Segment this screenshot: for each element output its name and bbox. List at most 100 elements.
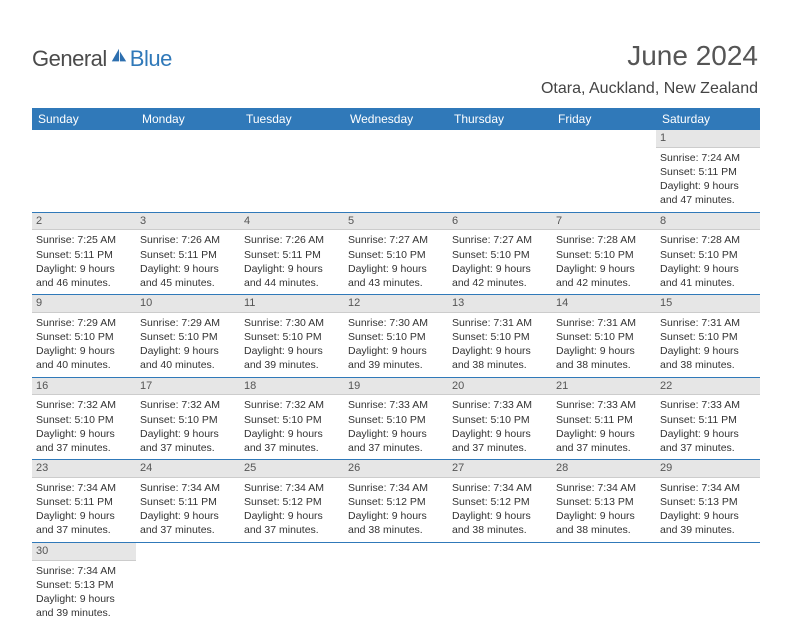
calendar-cell: 11Sunrise: 7:30 AMSunset: 5:10 PMDayligh… — [240, 295, 344, 378]
cell-line: Daylight: 9 hours — [244, 262, 340, 276]
cell-line: Sunrise: 7:34 AM — [452, 481, 548, 495]
day-header: Monday — [136, 108, 240, 130]
cell-line: and 37 minutes. — [140, 523, 236, 537]
cell-line: Sunrise: 7:34 AM — [348, 481, 444, 495]
cell-line: and 46 minutes. — [36, 276, 132, 290]
cell-line: and 38 minutes. — [556, 358, 652, 372]
cell-line: Daylight: 9 hours — [244, 427, 340, 441]
cell-line: Daylight: 9 hours — [660, 427, 756, 441]
cell-line: Sunrise: 7:34 AM — [556, 481, 652, 495]
calendar-cell: 21Sunrise: 7:33 AMSunset: 5:11 PMDayligh… — [552, 377, 656, 460]
day-number: 27 — [448, 460, 552, 478]
calendar-cell — [552, 130, 656, 212]
cell-line: Daylight: 9 hours — [452, 262, 548, 276]
calendar-week-row: 1Sunrise: 7:24 AMSunset: 5:11 PMDaylight… — [32, 130, 760, 212]
cell-line: Daylight: 9 hours — [660, 179, 756, 193]
cell-line: Sunrise: 7:31 AM — [556, 316, 652, 330]
calendar-week-row: 23Sunrise: 7:34 AMSunset: 5:11 PMDayligh… — [32, 460, 760, 543]
day-number: 21 — [552, 378, 656, 396]
cell-line: Daylight: 9 hours — [140, 427, 236, 441]
day-header-row: Sunday Monday Tuesday Wednesday Thursday… — [32, 108, 760, 130]
cell-line: Daylight: 9 hours — [36, 509, 132, 523]
day-number: 1 — [656, 130, 760, 148]
cell-line: Sunset: 5:10 PM — [556, 248, 652, 262]
calendar-cell: 5Sunrise: 7:27 AMSunset: 5:10 PMDaylight… — [344, 212, 448, 295]
cell-line: Daylight: 9 hours — [348, 509, 444, 523]
cell-line: Daylight: 9 hours — [556, 344, 652, 358]
cell-line: Sunset: 5:10 PM — [348, 330, 444, 344]
day-number: 3 — [136, 213, 240, 231]
cell-line: Sunrise: 7:32 AM — [244, 398, 340, 412]
cell-line: and 39 minutes. — [660, 523, 756, 537]
day-number: 28 — [552, 460, 656, 478]
cell-line: Sunrise: 7:30 AM — [348, 316, 444, 330]
cell-line: Daylight: 9 hours — [660, 509, 756, 523]
cell-line: and 40 minutes. — [36, 358, 132, 372]
day-header: Thursday — [448, 108, 552, 130]
calendar-cell: 3Sunrise: 7:26 AMSunset: 5:11 PMDaylight… — [136, 212, 240, 295]
cell-line: Daylight: 9 hours — [556, 427, 652, 441]
cell-line: Sunrise: 7:33 AM — [660, 398, 756, 412]
calendar-cell: 6Sunrise: 7:27 AMSunset: 5:10 PMDaylight… — [448, 212, 552, 295]
day-number: 15 — [656, 295, 760, 313]
cell-line: Sunrise: 7:34 AM — [660, 481, 756, 495]
day-number: 10 — [136, 295, 240, 313]
location-text: Otara, Auckland, New Zealand — [541, 80, 758, 98]
day-number: 20 — [448, 378, 552, 396]
cell-line: Sunrise: 7:33 AM — [452, 398, 548, 412]
day-number: 30 — [32, 543, 136, 561]
calendar-cell: 28 Sunrise: 7:34 AMSunset: 5:13 PMDayligh… — [552, 460, 656, 543]
cell-line: and 42 minutes. — [556, 276, 652, 290]
cell-line: Sunrise: 7:31 AM — [452, 316, 548, 330]
cell-line: and 37 minutes. — [36, 441, 132, 455]
cell-line: Sunset: 5:10 PM — [36, 330, 132, 344]
cell-line: Daylight: 9 hours — [36, 344, 132, 358]
calendar-cell — [448, 130, 552, 212]
calendar-week-row: 16Sunrise: 7:32 AMSunset: 5:10 PMDayligh… — [32, 377, 760, 460]
cell-line: Sunset: 5:13 PM — [36, 578, 132, 592]
cell-line: Daylight: 9 hours — [348, 344, 444, 358]
cell-line: Daylight: 9 hours — [452, 509, 548, 523]
cell-line: Sunset: 5:10 PM — [244, 413, 340, 427]
cell-line: Daylight: 9 hours — [140, 344, 236, 358]
calendar-cell: 7Sunrise: 7:28 AMSunset: 5:10 PMDaylight… — [552, 212, 656, 295]
cell-line: Sunset: 5:10 PM — [348, 248, 444, 262]
day-number: 7 — [552, 213, 656, 231]
day-number: 6 — [448, 213, 552, 231]
cell-line: Daylight: 9 hours — [660, 262, 756, 276]
day-number: 13 — [448, 295, 552, 313]
calendar-cell: 18 Sunrise: 7:32 AMSunset: 5:10 PMDayligh… — [240, 377, 344, 460]
cell-line: and 42 minutes. — [452, 276, 548, 290]
cell-line: and 37 minutes. — [452, 441, 548, 455]
cell-line: Daylight: 9 hours — [556, 509, 652, 523]
calendar-cell: 13Sunrise: 7:31 AMSunset: 5:10 PMDayligh… — [448, 295, 552, 378]
day-number: 4 — [240, 213, 344, 231]
cell-line: and 37 minutes. — [660, 441, 756, 455]
cell-line: Sunset: 5:12 PM — [244, 495, 340, 509]
cell-line: Sunset: 5:10 PM — [452, 413, 548, 427]
cell-line: Sunrise: 7:33 AM — [556, 398, 652, 412]
cell-line: Sunrise: 7:34 AM — [36, 564, 132, 578]
calendar-week-row: 9Sunrise: 7:29 AMSunset: 5:10 PMDaylight… — [32, 295, 760, 378]
logo: General Blue — [32, 46, 172, 72]
calendar-cell: 25Sunrise: 7:34 AMSunset: 5:12 PMDayligh… — [240, 460, 344, 543]
cell-line: Sunset: 5:11 PM — [244, 248, 340, 262]
cell-line: and 38 minutes. — [348, 523, 444, 537]
cell-line: Sunrise: 7:26 AM — [244, 233, 340, 247]
cell-line: Sunrise: 7:33 AM — [348, 398, 444, 412]
cell-line: Sunset: 5:13 PM — [660, 495, 756, 509]
cell-line: Sunset: 5:12 PM — [452, 495, 548, 509]
calendar-cell: 2Sunrise: 7:25 AMSunset: 5:11 PMDaylight… — [32, 212, 136, 295]
header-right: June 2024 Otara, Auckland, New Zealand — [541, 40, 758, 98]
cell-line: Daylight: 9 hours — [36, 592, 132, 606]
cell-line: Sunset: 5:13 PM — [556, 495, 652, 509]
calendar-cell — [136, 130, 240, 212]
day-number: 18 — [240, 378, 344, 396]
calendar-cell — [32, 130, 136, 212]
sail-icon — [110, 47, 128, 65]
calendar-cell: 22Sunrise: 7:33 AMSunset: 5:11 PMDayligh… — [656, 377, 760, 460]
cell-line: Daylight: 9 hours — [452, 427, 548, 441]
day-number: 5 — [344, 213, 448, 231]
calendar-cell: 29Sunrise: 7:34 AMSunset: 5:13 PMDayligh… — [656, 460, 760, 543]
cell-line: and 45 minutes. — [140, 276, 236, 290]
